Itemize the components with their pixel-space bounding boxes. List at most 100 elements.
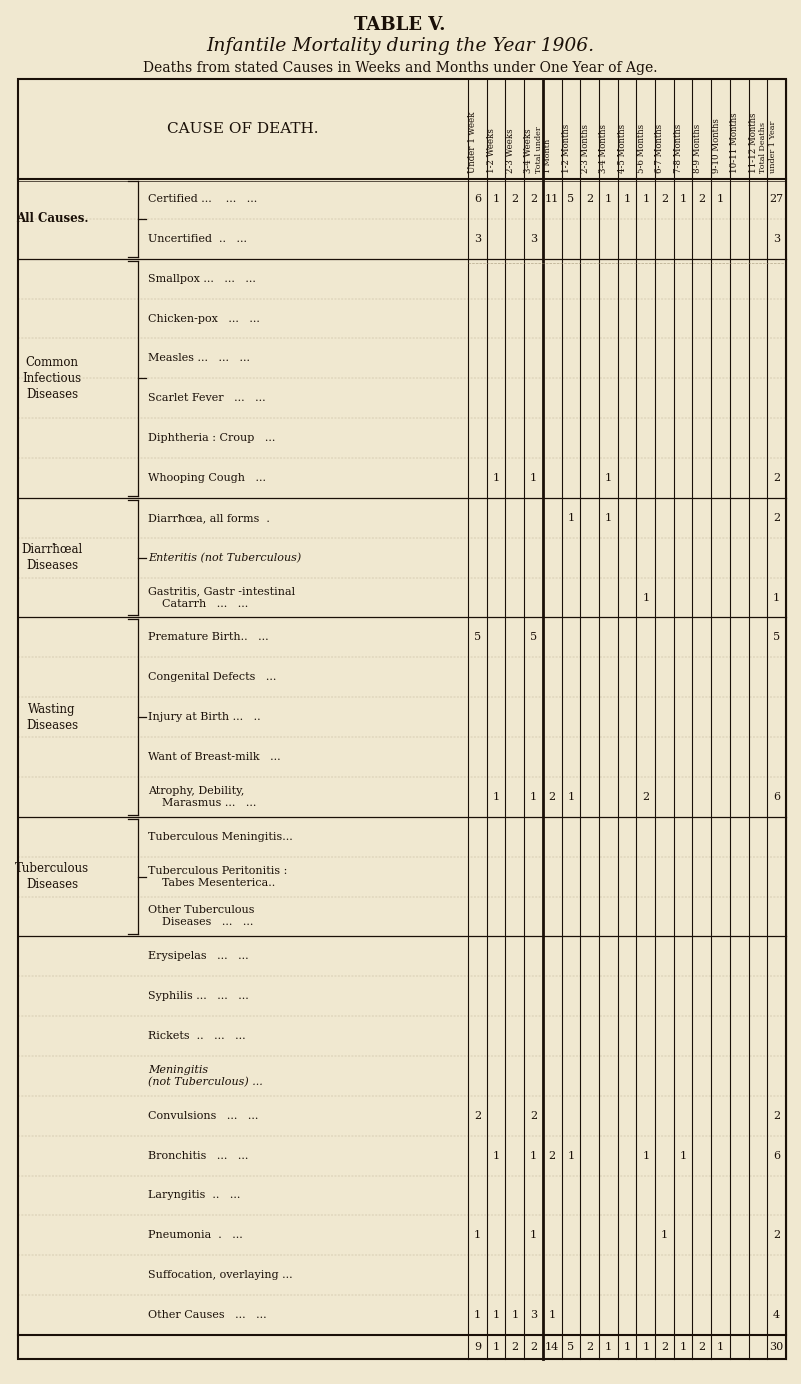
Text: 1: 1 xyxy=(642,592,650,602)
Text: Diarrħœal
Diseases: Diarrħœal Diseases xyxy=(22,543,83,572)
Text: 1: 1 xyxy=(530,1150,537,1161)
Text: Tuberculous Peritonitis :
    Tabes Mesenterica..: Tuberculous Peritonitis : Tabes Mesenter… xyxy=(148,865,288,887)
Text: Rickets  ..   ...   ...: Rickets .. ... ... xyxy=(148,1031,246,1041)
Text: 2-3 Weeks: 2-3 Weeks xyxy=(505,129,515,173)
Text: 1: 1 xyxy=(605,473,612,483)
Text: 2: 2 xyxy=(473,1111,481,1121)
Text: 1: 1 xyxy=(661,1230,668,1240)
Text: 3: 3 xyxy=(530,1311,537,1320)
Text: 2: 2 xyxy=(511,194,518,203)
Text: 5: 5 xyxy=(773,632,780,642)
Text: 2: 2 xyxy=(549,792,556,801)
Text: Laryngitis  ..   ...: Laryngitis .. ... xyxy=(148,1190,240,1200)
Text: 3: 3 xyxy=(773,234,780,244)
Text: Congenital Defects   ...: Congenital Defects ... xyxy=(148,673,276,682)
Text: Meningitis
(not Tuberculous) ...: Meningitis (not Tuberculous) ... xyxy=(148,1064,263,1086)
Text: Whooping Cough   ...: Whooping Cough ... xyxy=(148,473,266,483)
Text: 5: 5 xyxy=(567,194,574,203)
Text: 1: 1 xyxy=(623,1342,630,1352)
Text: 3-4 Months: 3-4 Months xyxy=(599,125,608,173)
Text: 1: 1 xyxy=(530,792,537,801)
Text: Tuberculous
Diseases: Tuberculous Diseases xyxy=(15,862,89,891)
Text: Total under
1 Month: Total under 1 Month xyxy=(535,126,552,173)
Text: Chicken-pox   ...   ...: Chicken-pox ... ... xyxy=(148,314,260,324)
Text: Total Deaths
under 1 Year: Total Deaths under 1 Year xyxy=(759,120,777,173)
Text: 2: 2 xyxy=(642,792,650,801)
Text: Atrophy, Debility,
    Marasmus ...   ...: Atrophy, Debility, Marasmus ... ... xyxy=(148,786,256,808)
Text: 1: 1 xyxy=(679,194,686,203)
Text: 2-3 Months: 2-3 Months xyxy=(581,125,590,173)
Text: 1: 1 xyxy=(549,1311,556,1320)
Text: 2: 2 xyxy=(698,194,706,203)
Text: Infantile Mortality during the Year 1906.: Infantile Mortality during the Year 1906… xyxy=(206,37,594,55)
Text: 30: 30 xyxy=(770,1342,783,1352)
Text: 6: 6 xyxy=(473,194,481,203)
Text: 1: 1 xyxy=(642,1342,650,1352)
Text: 1: 1 xyxy=(567,792,574,801)
Text: 3-4 Weeks: 3-4 Weeks xyxy=(525,129,533,173)
Text: 5: 5 xyxy=(530,632,537,642)
Text: 1: 1 xyxy=(530,1230,537,1240)
Text: Premature Birth..   ...: Premature Birth.. ... xyxy=(148,632,268,642)
Text: 1: 1 xyxy=(717,194,724,203)
Text: 1-2 Months: 1-2 Months xyxy=(562,123,571,173)
Text: Common
Infectious
Diseases: Common Infectious Diseases xyxy=(22,356,82,401)
Text: 6: 6 xyxy=(773,1150,780,1161)
Text: 2: 2 xyxy=(549,1150,556,1161)
Text: 1: 1 xyxy=(679,1150,686,1161)
Text: Diphtheria : Croup   ...: Diphtheria : Croup ... xyxy=(148,433,276,443)
Text: Bronchitis   ...   ...: Bronchitis ... ... xyxy=(148,1150,248,1161)
Text: Suffocation, overlaying ...: Suffocation, overlaying ... xyxy=(148,1271,292,1280)
Text: Syphilis ...   ...   ...: Syphilis ... ... ... xyxy=(148,991,249,1001)
Text: Convulsions   ...   ...: Convulsions ... ... xyxy=(148,1111,259,1121)
Text: 11: 11 xyxy=(545,194,559,203)
Text: 2: 2 xyxy=(530,194,537,203)
Text: 1: 1 xyxy=(567,1150,574,1161)
Text: Deaths from stated Causes in Weeks and Months under One Year of Age.: Deaths from stated Causes in Weeks and M… xyxy=(143,61,658,75)
Text: Wasting
Diseases: Wasting Diseases xyxy=(26,703,78,732)
Text: 1: 1 xyxy=(605,513,612,523)
Text: 1: 1 xyxy=(530,473,537,483)
Text: Pneumonia  .   ...: Pneumonia . ... xyxy=(148,1230,243,1240)
Text: 2: 2 xyxy=(661,194,668,203)
Text: 1: 1 xyxy=(773,592,780,602)
Text: CAUSE OF DEATH.: CAUSE OF DEATH. xyxy=(167,122,319,136)
Text: 1: 1 xyxy=(493,1342,500,1352)
Text: Gastritis, Gastr -intestinal
    Catarrh   ...   ...: Gastritis, Gastr -intestinal Catarrh ...… xyxy=(148,587,295,609)
Text: 27: 27 xyxy=(770,194,783,203)
Text: Smallpox ...   ...   ...: Smallpox ... ... ... xyxy=(148,274,256,284)
Text: Measles ...   ...   ...: Measles ... ... ... xyxy=(148,353,250,364)
Text: 2: 2 xyxy=(586,194,594,203)
Text: 1: 1 xyxy=(473,1230,481,1240)
Text: 10-11 Months: 10-11 Months xyxy=(731,112,739,173)
Text: Tuberculous Meningitis...: Tuberculous Meningitis... xyxy=(148,832,292,841)
Text: 1: 1 xyxy=(493,473,500,483)
Text: 1: 1 xyxy=(473,1311,481,1320)
Text: Under 1 week: Under 1 week xyxy=(469,112,477,173)
Text: 2: 2 xyxy=(773,473,780,483)
Text: All Causes.: All Causes. xyxy=(16,212,88,226)
Text: Enteritis (not Tuberculous): Enteritis (not Tuberculous) xyxy=(148,552,301,563)
Text: 1: 1 xyxy=(567,513,574,523)
Text: 2: 2 xyxy=(773,1111,780,1121)
Text: 11-12 Months: 11-12 Months xyxy=(749,112,758,173)
Text: 3: 3 xyxy=(473,234,481,244)
Text: 1: 1 xyxy=(493,792,500,801)
Text: 3: 3 xyxy=(530,234,537,244)
Text: 14: 14 xyxy=(545,1342,559,1352)
Text: 1: 1 xyxy=(642,1150,650,1161)
Text: 7-8 Months: 7-8 Months xyxy=(674,123,683,173)
Text: 5: 5 xyxy=(567,1342,574,1352)
Text: 5: 5 xyxy=(473,632,481,642)
Text: Injury at Birth ...   ..: Injury at Birth ... .. xyxy=(148,713,260,722)
Text: 9: 9 xyxy=(473,1342,481,1352)
Text: 2: 2 xyxy=(698,1342,706,1352)
Text: 1: 1 xyxy=(623,194,630,203)
Text: 5-6 Months: 5-6 Months xyxy=(637,125,646,173)
Text: 2: 2 xyxy=(661,1342,668,1352)
Text: 2: 2 xyxy=(530,1111,537,1121)
Text: 4: 4 xyxy=(773,1311,780,1320)
Text: Want of Breast-milk   ...: Want of Breast-milk ... xyxy=(148,752,280,763)
Text: 6: 6 xyxy=(773,792,780,801)
Text: 1: 1 xyxy=(717,1342,724,1352)
